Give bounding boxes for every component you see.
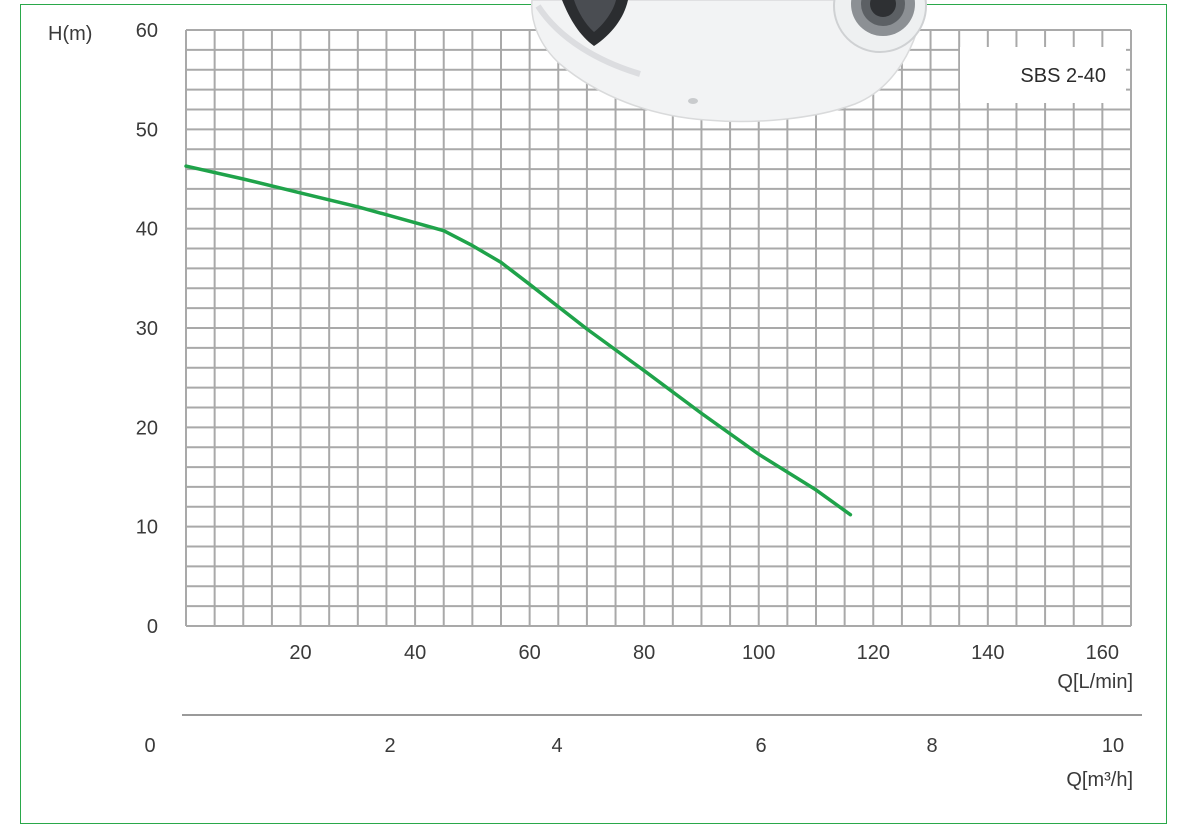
y-axis-ticks: 0 10 20 30 40 50 60: [136, 20, 158, 638]
y-tick-label: 10: [136, 517, 158, 539]
y-tick-label: 50: [136, 119, 158, 141]
x-tick-label: 80: [633, 642, 655, 664]
x2-axis-ticks: 0 2 4 6 8 10: [144, 735, 1124, 757]
model-label-box: [960, 47, 1126, 103]
x-tick-label: 20: [289, 642, 311, 664]
pump-body: [531, 0, 925, 123]
pump-screw: [688, 98, 698, 104]
pump-highlight: [535, 4, 641, 77]
x2-tick-label: 2: [384, 735, 395, 757]
pump-curve-line: [184, 164, 853, 517]
pump-port-left-inner: [574, 0, 616, 32]
y-tick-label: 20: [136, 417, 158, 439]
x2-tick-label: 6: [755, 735, 766, 757]
y-tick-label: 30: [136, 318, 158, 340]
y-axis-label: H(m): [48, 23, 92, 45]
x2-tick-label: 0: [144, 735, 155, 757]
product-image: [531, 0, 927, 123]
y-tick-label: 60: [136, 20, 158, 42]
curve-layer: [184, 164, 853, 517]
x-tick-label: 160: [1086, 642, 1119, 664]
x2-tick-label: 8: [926, 735, 937, 757]
x-axis-label: Q[L/min]: [1057, 671, 1133, 693]
x-tick-label: 100: [742, 642, 775, 664]
pump-curve-chart: 0 10 20 30 40 50 60 20 40 60 80 100 120 140 160 0 2 4 6 8…: [48, 0, 1142, 791]
model-label: SBS 2-40: [1020, 65, 1106, 87]
x-tick-label: 140: [971, 642, 1004, 664]
x2-axis-label: Q[m³/h]: [1066, 769, 1133, 791]
x2-tick-label: 4: [551, 735, 562, 757]
x-tick-label: 120: [857, 642, 890, 664]
y-tick-label: 0: [147, 616, 158, 638]
x2-tick-label: 10: [1102, 735, 1124, 757]
pump-outlet-hole: [870, 0, 896, 17]
y-tick-label: 40: [136, 219, 158, 241]
x-tick-label: 60: [519, 642, 541, 664]
x-tick-label: 40: [404, 642, 426, 664]
grid: [185, 29, 1132, 627]
x-axis-ticks: 20 40 60 80 100 120 140 160: [289, 642, 1119, 664]
